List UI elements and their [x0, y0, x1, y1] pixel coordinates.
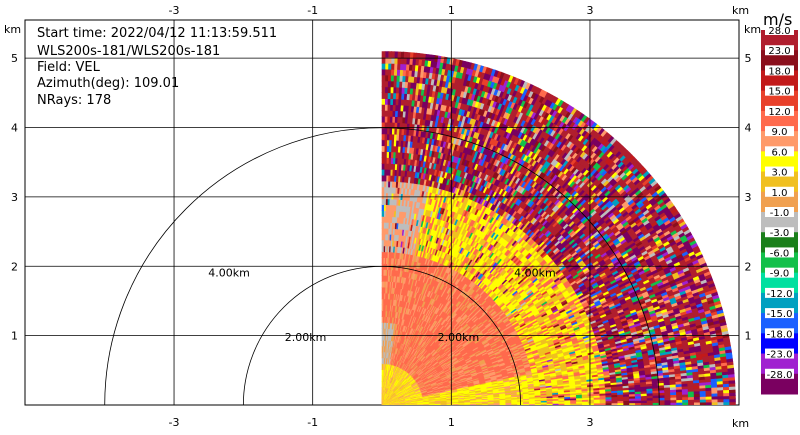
- velocity-gate: [711, 398, 719, 403]
- velocity-gate: [687, 399, 695, 403]
- velocity-gate: [682, 396, 689, 401]
- velocity-gate: [723, 392, 730, 397]
- velocity-gate: [723, 389, 730, 394]
- velocity-gate: [682, 399, 689, 403]
- velocity-gate: [723, 395, 730, 400]
- velocity-gate: [670, 402, 677, 405]
- velocity-gate: [693, 396, 701, 400]
- velocity-gate: [693, 401, 701, 405]
- velocity-gate: [729, 392, 736, 397]
- velocity-gate: [723, 398, 730, 403]
- velocity-gate: [693, 399, 701, 403]
- velocity-gate: [676, 401, 683, 405]
- velocity-gate: [629, 402, 636, 405]
- velocity-gate: [705, 401, 713, 405]
- velocity-gate: [717, 392, 724, 397]
- velocity-gate: [717, 401, 725, 405]
- velocity-gate: [717, 395, 725, 400]
- velocity-gate: [723, 401, 730, 405]
- velocity-gate: [688, 401, 695, 405]
- velocity-gate: [617, 402, 624, 405]
- velocity-gate: [664, 402, 672, 405]
- velocity-gate: [664, 399, 672, 403]
- velocity-gate: [640, 402, 648, 405]
- velocity-gate: [670, 399, 677, 403]
- velocity-gate: [705, 398, 713, 403]
- velocity-gate: [729, 395, 736, 400]
- velocity-sector: [381, 51, 736, 405]
- velocity-gate: [705, 395, 713, 400]
- velocity-gate: [699, 398, 707, 403]
- velocity-gate: [699, 401, 707, 405]
- velocity-gate: [664, 397, 672, 401]
- velocity-gate: [658, 399, 666, 403]
- velocity-gate: [652, 402, 660, 405]
- velocity-gate: [711, 389, 718, 394]
- velocity-gate: [717, 398, 725, 403]
- velocity-gate: [682, 401, 689, 405]
- velocity-gate: [729, 401, 736, 405]
- velocity-gate: [676, 399, 683, 403]
- velocity-gate: [711, 401, 719, 405]
- velocity-gate: [729, 398, 736, 403]
